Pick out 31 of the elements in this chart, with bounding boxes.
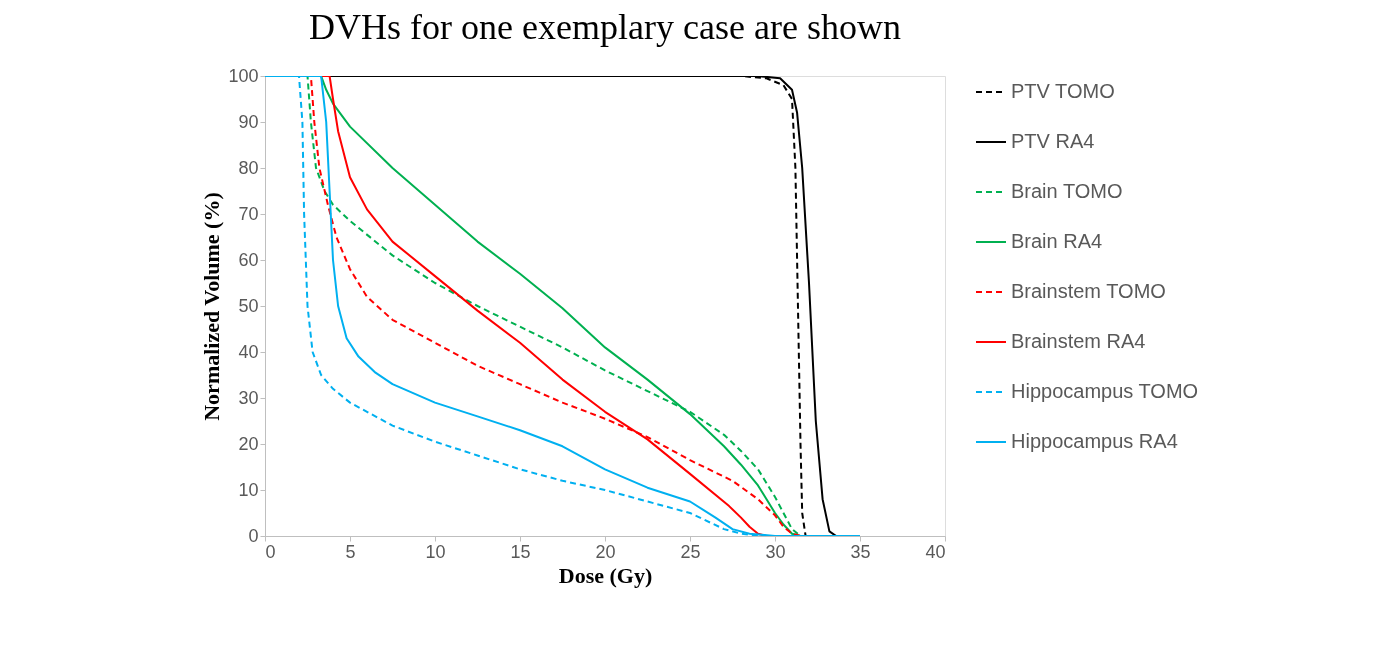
y-axis-title: Normalized Volume (%) bbox=[199, 192, 225, 421]
legend-label: Brainstem RA4 bbox=[1011, 330, 1146, 352]
x-tick-label: 30 bbox=[765, 541, 786, 562]
y-tick-label: 20 bbox=[238, 433, 259, 454]
y-tick-label: 0 bbox=[248, 525, 259, 546]
x-axis-title: Dose (Gy) bbox=[558, 562, 653, 588]
y-tick-label: 40 bbox=[238, 341, 259, 362]
y-tick-label: 90 bbox=[238, 111, 259, 132]
y-tick-label: 80 bbox=[238, 157, 259, 178]
chart-title: DVHs for one exemplary case are shown bbox=[309, 7, 901, 47]
y-tick-label: 50 bbox=[238, 295, 259, 316]
legend-label: Brain RA4 bbox=[1011, 230, 1103, 252]
y-tick-label: 10 bbox=[238, 479, 259, 500]
legend-label: Brain TOMO bbox=[1011, 180, 1123, 202]
legend-label: PTV RA4 bbox=[1011, 130, 1095, 152]
x-tick-label: 5 bbox=[345, 541, 356, 562]
legend-label: Brainstem TOMO bbox=[1011, 280, 1166, 302]
x-tick-label: 40 bbox=[925, 541, 946, 562]
y-tick-label: 100 bbox=[228, 65, 259, 86]
x-tick-label: 15 bbox=[510, 541, 531, 562]
y-tick-label: 70 bbox=[238, 203, 259, 224]
x-tick-label: 35 bbox=[850, 541, 871, 562]
x-tick-label: 10 bbox=[425, 541, 446, 562]
x-tick-label: 0 bbox=[265, 541, 276, 562]
x-tick-label: 20 bbox=[595, 541, 616, 562]
y-tick-label: 30 bbox=[238, 387, 259, 408]
y-tick-label: 60 bbox=[238, 249, 259, 270]
legend-label: Hippocampus TOMO bbox=[1011, 380, 1199, 402]
legend-label: PTV TOMO bbox=[1011, 80, 1115, 102]
legend-label: Hippocampus RA4 bbox=[1011, 430, 1178, 452]
x-tick-label: 25 bbox=[680, 541, 701, 562]
